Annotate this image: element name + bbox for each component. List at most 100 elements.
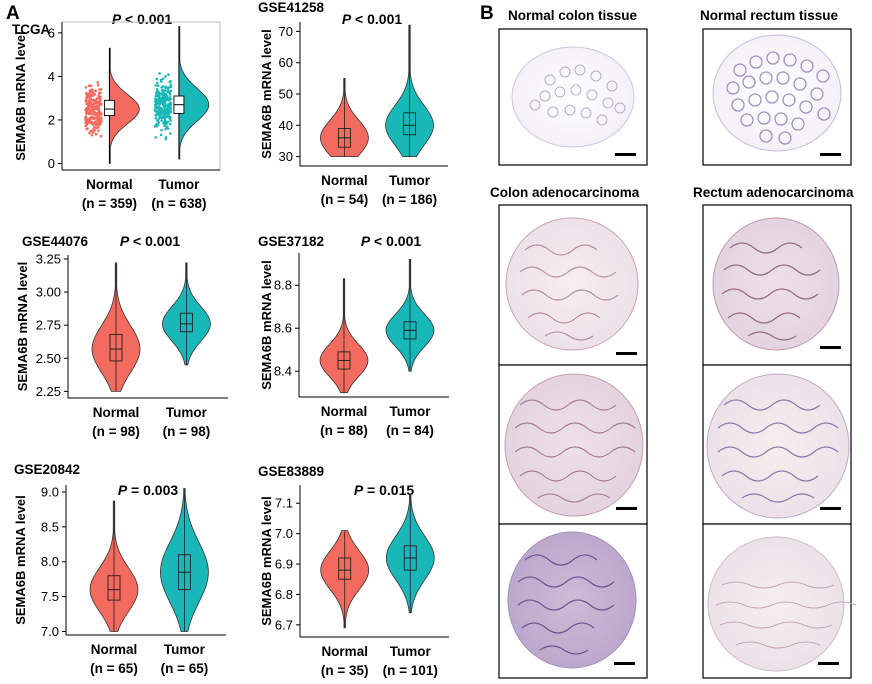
p-value-label: P < 0.001	[361, 233, 422, 249]
data-point-normal	[94, 89, 98, 93]
x-category-label: Tumor	[389, 173, 431, 188]
p-value-symbol: P	[342, 11, 352, 27]
normal-rectum-title: Normal rectum tissue	[700, 8, 839, 23]
data-point-normal	[84, 86, 88, 89]
x-count-label: (n = 65)	[161, 661, 209, 676]
y-tick-label: 70	[279, 24, 293, 39]
y-axis-label: SEMA6B mRNA level	[15, 262, 30, 392]
data-point-tumor	[159, 133, 163, 137]
data-point-tumor	[155, 88, 159, 91]
y-tick-label: 9.0	[41, 484, 59, 499]
chart-gse44076: GSE44076 P < 0.001 SEMA6B mRNA level 2.25 2.…	[15, 233, 228, 439]
data-point-tumor	[163, 89, 167, 92]
data-point-tumor	[164, 93, 168, 96]
data-point-tumor	[169, 83, 173, 87]
data-point-tumor	[155, 122, 158, 126]
data-point-normal	[86, 127, 89, 130]
data-point-tumor	[168, 96, 172, 99]
rectum-adeno-title: Rectum adenocarcinoma	[693, 185, 854, 200]
y-tick-label: 2	[48, 112, 55, 127]
p-value-label: P < 0.001	[112, 11, 173, 27]
scale-bar	[820, 507, 841, 510]
y-tick-label: 6.8	[275, 587, 293, 602]
p-value-label: P = 0.015	[354, 482, 415, 498]
p-value-symbol: P	[112, 11, 122, 27]
scale-bar	[616, 507, 637, 510]
y-axis-label: SEMA6B mRNA level	[13, 495, 28, 625]
data-point-normal	[96, 100, 99, 104]
data-point-normal	[92, 101, 96, 105]
data-point-tumor	[153, 124, 157, 128]
y-axis-label: SEMA6B mRNA level	[259, 260, 274, 390]
x-category-label: Normal	[91, 642, 138, 657]
data-point-tumor	[164, 75, 167, 78]
data-point-normal	[89, 93, 93, 97]
ihc-pattern-rectum-adeno-2	[717, 399, 839, 503]
data-point-normal	[94, 132, 98, 136]
box-tumor	[403, 112, 416, 136]
data-point-tumor	[162, 98, 165, 101]
p-value-label: P = 0.003	[118, 482, 179, 498]
chart-gse83889: GSE83889 P = 0.015 SEMA6B mRNA level 6.7 6.8…	[258, 464, 449, 678]
data-point-normal	[88, 91, 92, 94]
data-point-tumor	[159, 78, 163, 82]
data-point-tumor	[168, 90, 172, 94]
y-axis-label: SEMA6B mRNA level	[259, 29, 274, 159]
y-tick-label: 8.8	[274, 278, 292, 293]
scale-bar	[616, 352, 637, 355]
y-tick-label: 4	[48, 69, 55, 84]
ihc-pattern-rectum-adeno-1	[721, 242, 821, 341]
data-point-tumor	[160, 112, 163, 115]
data-point-tumor	[167, 115, 171, 118]
data-point-tumor	[155, 110, 158, 114]
data-point-tumor	[163, 112, 167, 116]
data-point-normal	[92, 116, 95, 120]
data-point-tumor	[163, 109, 167, 112]
x-category-label: Tumor	[390, 644, 432, 659]
data-point-normal	[90, 121, 93, 125]
data-point-tumor	[169, 109, 172, 113]
y-tick-label: 6.9	[275, 557, 293, 572]
data-point-tumor	[160, 119, 163, 122]
data-point-tumor	[160, 89, 164, 92]
ihc-core-colon-adeno-2	[504, 373, 644, 517]
x-category-label: Normal	[86, 177, 133, 192]
data-point-normal	[89, 84, 93, 88]
data-point-normal	[85, 95, 89, 98]
data-point-normal	[85, 99, 88, 103]
data-point-tumor	[157, 113, 161, 116]
p-value-text: < 0.001	[129, 233, 180, 249]
y-tick-label: 7.0	[275, 526, 293, 541]
data-point-normal	[87, 95, 91, 99]
x-category-label: Normal	[93, 405, 140, 420]
chart-title: GSE20842	[14, 462, 80, 477]
data-point-tumor	[164, 127, 167, 131]
data-point-normal	[87, 118, 90, 122]
y-tick-label: 7.1	[275, 496, 293, 511]
data-point-tumor	[166, 87, 170, 90]
data-point-normal	[86, 112, 90, 115]
data-point-normal	[99, 134, 103, 138]
ihc-pattern-normal-colon	[529, 64, 626, 126]
data-point-normal	[88, 89, 92, 92]
chart-gse37182: GSE37182 P < 0.001 SEMA6B mRNA level 8.4 8.6…	[258, 233, 449, 438]
chart-title: GSE41258	[258, 0, 325, 15]
p-value-text: = 0.003	[127, 482, 178, 498]
data-point-normal	[85, 120, 88, 124]
x-count-label: (n = 186)	[382, 192, 437, 207]
data-point-tumor	[155, 93, 158, 97]
y-tick-label: 3.00	[36, 285, 61, 300]
ihc-pattern-colon-adeno-1	[519, 244, 619, 341]
data-point-normal	[97, 129, 100, 132]
scale-bar	[820, 153, 841, 156]
data-point-tumor	[168, 117, 172, 120]
panel-letter-a: A	[6, 3, 20, 24]
data-point-tumor	[154, 97, 157, 101]
y-tick-label: 8.6	[274, 321, 292, 336]
x-count-label: (n = 54)	[321, 192, 369, 207]
data-point-normal	[89, 111, 93, 114]
data-point-tumor	[163, 114, 167, 118]
x-category-label: Tumor	[166, 405, 208, 420]
data-point-normal	[85, 106, 89, 110]
x-category-label: Tumor	[158, 177, 200, 192]
